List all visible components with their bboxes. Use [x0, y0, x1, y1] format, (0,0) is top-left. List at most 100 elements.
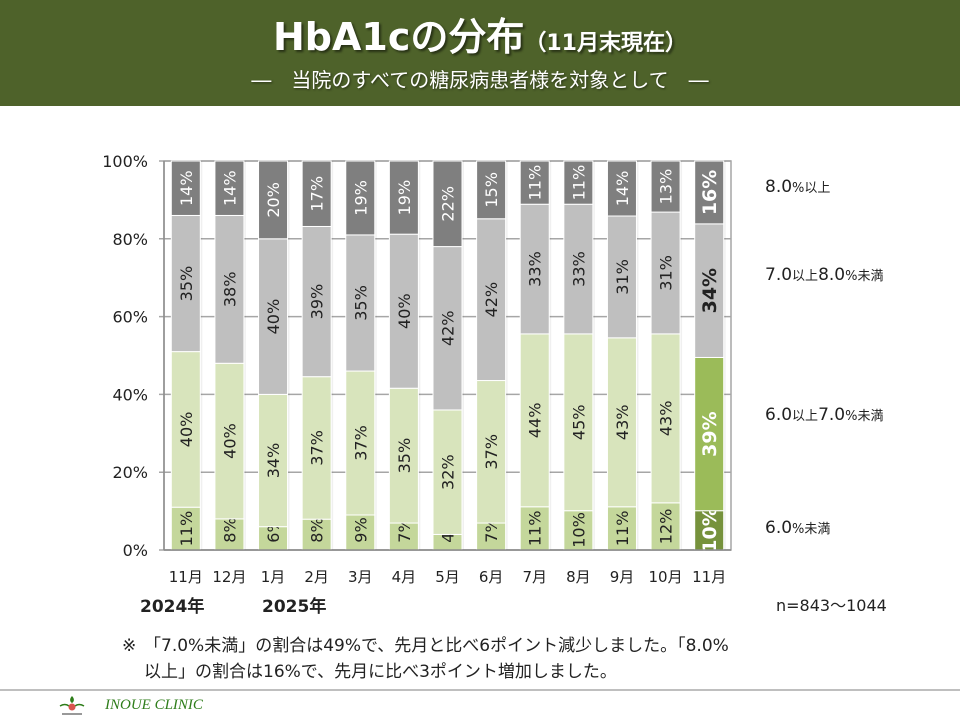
bar-segment-lt6: [606, 506, 637, 551]
data-label: 13%: [657, 169, 676, 205]
title-main: HbA1cの分布: [272, 15, 525, 59]
data-label: 43%: [657, 401, 676, 437]
data-label: 33%: [569, 251, 588, 287]
bar-segment-7to8: [519, 203, 550, 335]
sample-size: n=843～1044: [776, 596, 887, 615]
bar-segment-ge8: [476, 160, 507, 220]
bar-segment-ge8: [345, 160, 376, 236]
bar-segment-7to8: [258, 238, 289, 395]
x-tick-label: 2月: [304, 568, 329, 586]
bar-segment-7to8: [476, 218, 507, 382]
data-label: 14%: [613, 171, 632, 207]
bar-segment-lt6: [301, 518, 332, 551]
y-tick-label: 0%: [123, 541, 148, 560]
x-tick-label: 11月: [692, 568, 726, 586]
header-banner: HbA1cの分布（11月末現在） ― 当院のすべての糖尿病患者様を対象として ―: [0, 0, 960, 106]
data-label: 8%: [220, 517, 239, 542]
data-label: 11%: [526, 165, 545, 201]
y-tick-label: 40%: [112, 385, 148, 404]
data-label: 17%: [308, 176, 327, 212]
data-label: 40%: [220, 423, 239, 459]
data-label: 38%: [220, 272, 239, 308]
data-label: 39%: [699, 411, 721, 456]
summary-note: ※ 「7.0%未満」の割合は49%で、先月と比べ6ポイント減少しました。「8.0%…: [122, 633, 802, 685]
x-tick-label: 7月: [522, 568, 547, 586]
data-label: 11%: [526, 511, 545, 547]
bar-segment-7to8: [301, 225, 332, 378]
bar-segment-6to7: [388, 387, 419, 524]
bar-column: 7% 37% 42% 15%: [476, 160, 508, 551]
data-label: 35%: [351, 285, 370, 321]
data-label: 11%: [177, 511, 196, 547]
bar-segment-7to8: [606, 215, 637, 339]
y-tick-label: 100%: [102, 152, 148, 171]
bar-segment-6to7: [563, 333, 594, 512]
note-line-2: 以上」の割合は16%で、先月に比べ3ポイント増加しました。: [144, 662, 617, 682]
bar-segment-ge8: [388, 160, 419, 235]
bar-segment-ge8: [214, 160, 245, 216]
bar-column: 4%32%42%22%: [432, 160, 464, 551]
x-tick-label: 6月: [479, 568, 504, 586]
bar-segment-ge8: [170, 160, 201, 216]
bar-column: 11% 40% 35% 14%: [170, 160, 203, 551]
data-label: 37%: [308, 430, 327, 466]
data-label: 37%: [351, 425, 370, 461]
bar-segment-lt6: [388, 522, 419, 551]
bar-segment-6to7: [694, 356, 725, 512]
x-tick-label: 10月: [649, 568, 683, 586]
bar-segment-7to8: [214, 214, 245, 364]
bar-segment-6to7: [476, 380, 507, 524]
data-label: 20%: [264, 182, 283, 218]
data-label: 35%: [177, 266, 196, 302]
page-title: HbA1cの分布（11月末現在）: [0, 6, 960, 61]
bar-segment-lt6: [519, 506, 550, 551]
bar-segment-7to8: [170, 214, 201, 353]
data-label: 34%: [699, 268, 721, 313]
title-date: （11月末現在）: [524, 31, 687, 56]
data-label: 9%: [351, 517, 370, 542]
bar-segment-6to7: [519, 333, 550, 508]
data-label: 39%: [308, 284, 327, 320]
bar-segment-7to8: [563, 203, 594, 335]
data-label: 44%: [526, 403, 545, 439]
data-label: 7%: [395, 517, 414, 542]
bar-segment-ge8: [694, 160, 725, 225]
page-subtitle: ― 当院のすべての糖尿病患者様を対象として ―: [251, 68, 709, 92]
bar-segment-ge8: [606, 160, 637, 217]
data-label: 12%: [657, 509, 676, 545]
x-tick-label: 8月: [566, 568, 591, 586]
legend-7to8: 7.0以上8.0%未満: [765, 265, 884, 285]
data-label: 40%: [395, 293, 414, 329]
bar-segment-ge8: [258, 160, 289, 240]
bar-column: 8% 37% 39% 17%: [301, 160, 334, 551]
bar-segment-ge8: [432, 160, 463, 248]
y-tick-label: 80%: [112, 230, 148, 249]
bar-column: 12% 43% 31% 13%: [650, 160, 683, 551]
bar-segment-7to8: [388, 233, 419, 389]
legend-lt6: 6.0%未満: [765, 518, 831, 538]
bar-column: 10% 45% 33% 11%: [563, 160, 595, 551]
data-label: 37%: [482, 434, 501, 470]
bar-segment-lt6: [170, 506, 201, 551]
data-label: 22%: [439, 186, 458, 222]
data-label: 31%: [657, 255, 676, 291]
bar-column: 8% 40% 38% 14%: [214, 160, 246, 551]
bar-segment-lt6: [563, 510, 594, 551]
data-label: 45%: [569, 405, 588, 441]
data-label: 11%: [569, 165, 588, 201]
note-mark: ※: [122, 636, 137, 656]
x-tick-label: 1月: [261, 568, 286, 586]
data-label: 8%: [308, 517, 327, 542]
y-tick-label: 60%: [112, 308, 148, 327]
x-tick-label: 12月: [212, 568, 246, 586]
data-label: 35%: [395, 438, 414, 474]
data-label: 11%: [613, 511, 632, 547]
y-tick-label: 20%: [112, 463, 148, 482]
bar-column: 11% 43% 31% 14%: [606, 160, 639, 551]
bar-segment-ge8: [563, 160, 594, 205]
data-label: 10%: [569, 512, 588, 548]
data-label: 32%: [439, 454, 458, 490]
data-label: 19%: [395, 180, 414, 216]
x-tick-label: 11月: [169, 568, 203, 586]
